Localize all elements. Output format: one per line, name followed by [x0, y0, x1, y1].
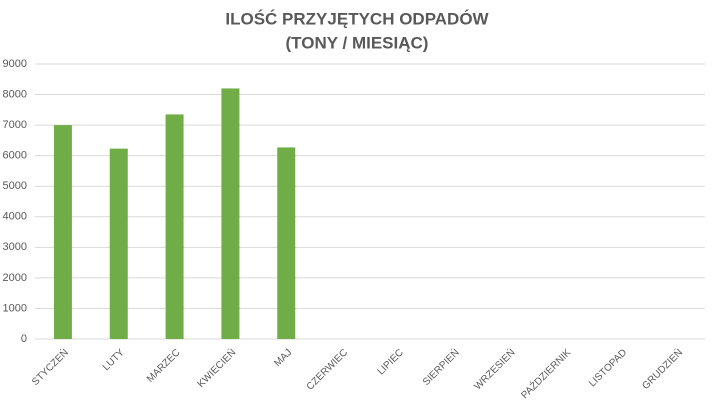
y-tick-label: 7000 — [3, 119, 27, 131]
x-tick-label: KWIECIEŃ — [194, 346, 238, 390]
x-tick-label: LIPIEC — [376, 347, 406, 377]
bar — [165, 114, 184, 340]
x-tick-label: GRUDZIEŃ — [639, 346, 685, 392]
bar — [109, 148, 128, 339]
x-tick-label: STYCZEŃ — [29, 346, 71, 388]
x-tick-label: SIERPIEŃ — [420, 346, 462, 388]
y-tick-label: 2000 — [3, 272, 27, 284]
x-tick-label: LUTY — [101, 347, 127, 373]
y-tick-label: 9000 — [3, 58, 27, 70]
bar — [277, 147, 296, 339]
y-tick-label: 0 — [21, 333, 27, 345]
y-tick-label: 5000 — [3, 180, 27, 192]
x-tick-label: WRZESIEŃ — [471, 346, 518, 393]
chart-subtitle: (TONY / MIESIĄC) — [286, 33, 429, 52]
y-tick-label: 1000 — [3, 302, 27, 314]
x-tick-label: MAJ — [272, 347, 294, 369]
x-tick-label: CZERWIEC — [305, 347, 350, 392]
bar — [221, 88, 240, 339]
x-tick-label: MARZEC — [145, 347, 183, 385]
chart-title: ILOŚĆ PRZYJĘTYCH ODPADÓW — [225, 9, 489, 28]
y-tick-label: 3000 — [3, 241, 27, 253]
y-tick-label: 8000 — [3, 88, 27, 100]
y-tick-label: 4000 — [3, 211, 27, 223]
x-tick-label: LISTOPAD — [587, 347, 629, 389]
x-tick-label: PAŹDZIERNIK — [518, 346, 574, 402]
bar — [53, 125, 72, 339]
y-tick-label: 6000 — [3, 150, 27, 162]
